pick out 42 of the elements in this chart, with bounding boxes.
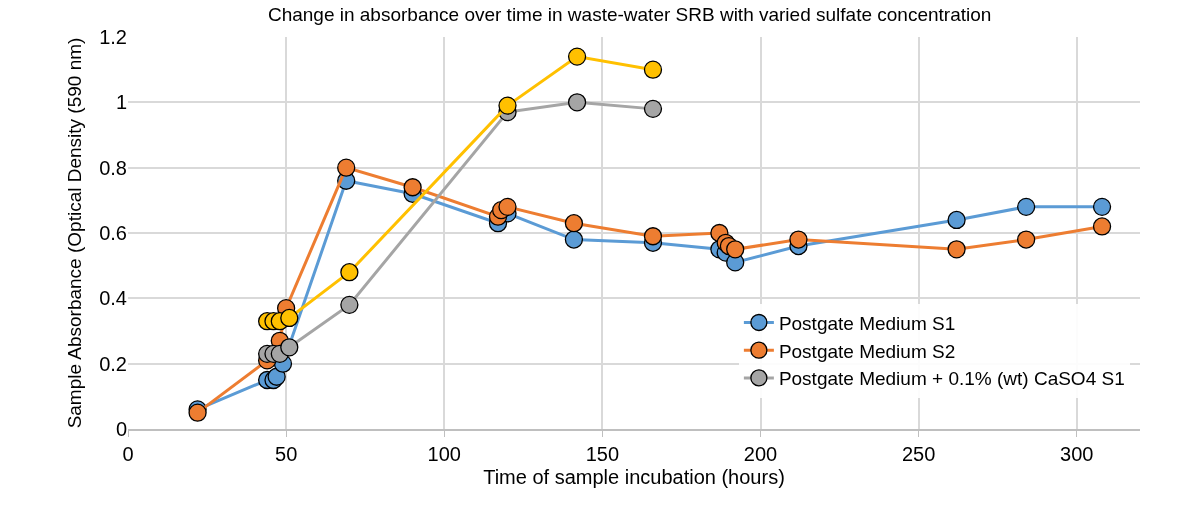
point [498,197,517,217]
point [567,93,587,112]
point [498,96,517,115]
y-tick-label: 0 [115,418,127,440]
x-axis-title: Time of sample incubation (hours) [483,466,785,488]
legend-label: Postgate Medium + 0.1% (wt) CaSO4 S1 [778,368,1125,390]
legend-label: Postgate Medium S2 [778,340,956,362]
point [567,47,587,66]
point [789,230,808,249]
y-axis-title: Sample Absorbance (Optical Density (590 nm) [64,37,86,429]
y-tick-label: 1 [115,91,127,114]
y-tick-label: 0.2 [99,352,127,375]
y-tick-label: 1.2 [99,26,127,48]
point [643,99,663,119]
point [947,240,966,259]
legend-label: Postgate Medium S1 [778,312,956,334]
chart-title: Change in absorbance over time in waste-water SRB with varied sulfate concentration [267,3,992,25]
x-tick-label: 200 [743,443,778,465]
x-tick-label: 100 [427,443,461,465]
point [280,338,299,357]
point [564,230,584,249]
point [1092,217,1112,236]
point [340,263,359,282]
point [340,295,359,315]
y-tick-label: 0.4 [99,287,127,310]
point [1092,197,1112,217]
x-tick-label: 50 [275,443,298,465]
point [643,60,663,79]
point [643,227,663,246]
point [726,240,745,259]
x-tick-label: 150 [585,443,620,465]
point [1017,197,1036,217]
point [1017,230,1036,249]
point [337,158,356,177]
x-tick-label: 250 [901,443,936,465]
y-tick-label: 0.8 [99,156,127,179]
point [280,308,299,328]
point [403,178,422,197]
point [947,210,966,230]
y-tick-label: 0.6 [99,222,127,244]
point [564,214,584,233]
x-tick-label: 300 [1060,443,1094,465]
